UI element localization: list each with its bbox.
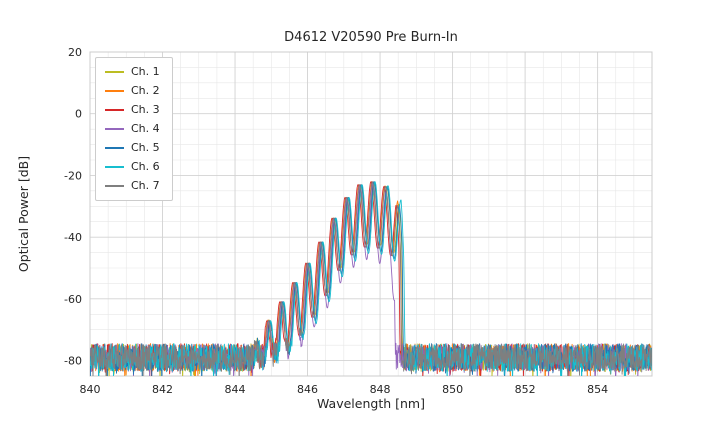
x-tick-label: 844 — [225, 383, 246, 396]
legend-label: Ch. 2 — [131, 84, 160, 97]
x-tick-label: 842 — [152, 383, 173, 396]
legend-line-swatch — [105, 166, 124, 168]
x-tick-label: 850 — [442, 383, 463, 396]
legend-item: Ch. 4 — [105, 122, 160, 136]
legend-line-swatch — [105, 128, 124, 130]
x-tick-label: 846 — [297, 383, 318, 396]
legend-item: Ch. 7 — [105, 179, 160, 193]
y-axis-label: Optical Power [dB] — [16, 156, 31, 272]
legend-item: Ch. 3 — [105, 103, 160, 117]
x-tick-label: 854 — [587, 383, 608, 396]
legend-label: Ch. 7 — [131, 179, 160, 192]
legend-line-swatch — [105, 185, 124, 187]
legend-label: Ch. 5 — [131, 141, 160, 154]
chart-title: D4612 V20590 Pre Burn-In — [284, 30, 458, 45]
y-tick-label: 0 — [75, 108, 82, 121]
x-axis-label: Wavelength [nm] — [317, 396, 425, 411]
plot-border — [89, 51, 653, 377]
legend-item: Ch. 2 — [105, 84, 160, 98]
legend-label: Ch. 6 — [131, 160, 160, 173]
legend-label: Ch. 3 — [131, 103, 160, 116]
series-line-ch-7 — [90, 181, 652, 376]
legend-label: Ch. 1 — [131, 65, 160, 78]
legend: Ch. 1 Ch. 2 Ch. 3 Ch. 4 Ch. 5 Ch. 6 Ch. 7 — [95, 57, 173, 201]
y-tick-label: -80 — [64, 355, 82, 368]
legend-line-swatch — [105, 71, 124, 73]
legend-item: Ch. 1 — [105, 65, 160, 79]
legend-item: Ch. 6 — [105, 160, 160, 174]
legend-item: Ch. 5 — [105, 141, 160, 155]
y-tick-label: -60 — [64, 293, 82, 306]
x-tick-label: 852 — [515, 383, 536, 396]
y-tick-label: 20 — [68, 46, 82, 59]
legend-line-swatch — [105, 109, 124, 111]
y-tick-label: -20 — [64, 169, 82, 182]
x-tick-label: 848 — [370, 383, 391, 396]
series-group — [90, 181, 652, 376]
legend-label: Ch. 4 — [131, 122, 160, 135]
legend-line-swatch — [105, 90, 124, 92]
x-tick-label: 840 — [80, 383, 101, 396]
y-tick-label: -40 — [64, 231, 82, 244]
tick-labels: 840 842 844 846 848 850 852 854 20 0 -20 -40 -60 -80 — [64, 46, 608, 396]
legend-line-swatch — [105, 147, 124, 149]
